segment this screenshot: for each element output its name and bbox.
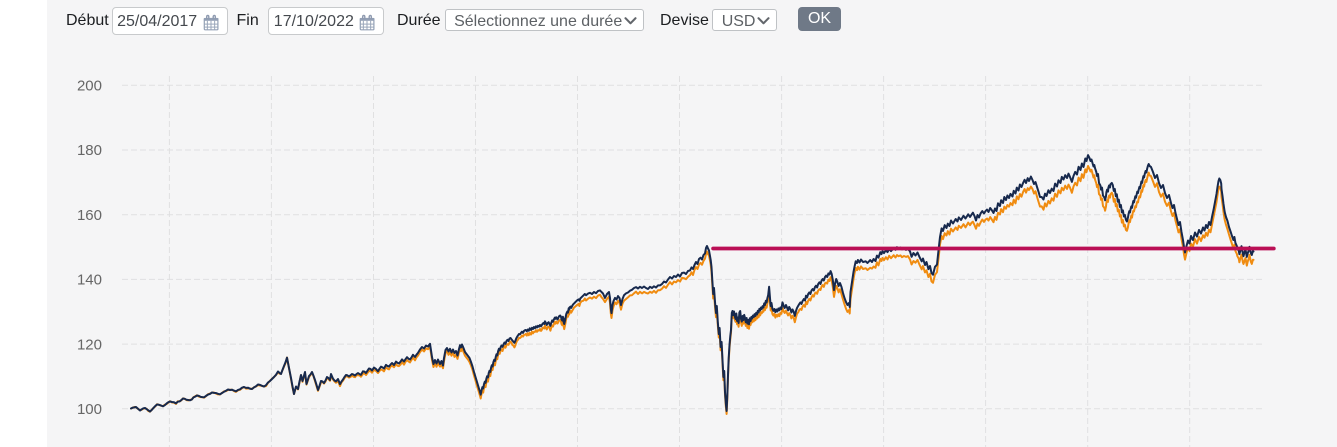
svg-text:120: 120 xyxy=(77,336,102,353)
svg-text:100: 100 xyxy=(77,401,102,418)
svg-text:140: 140 xyxy=(77,272,102,289)
svg-text:160: 160 xyxy=(77,207,102,224)
svg-text:200: 200 xyxy=(77,78,102,95)
svg-text:180: 180 xyxy=(77,142,102,159)
